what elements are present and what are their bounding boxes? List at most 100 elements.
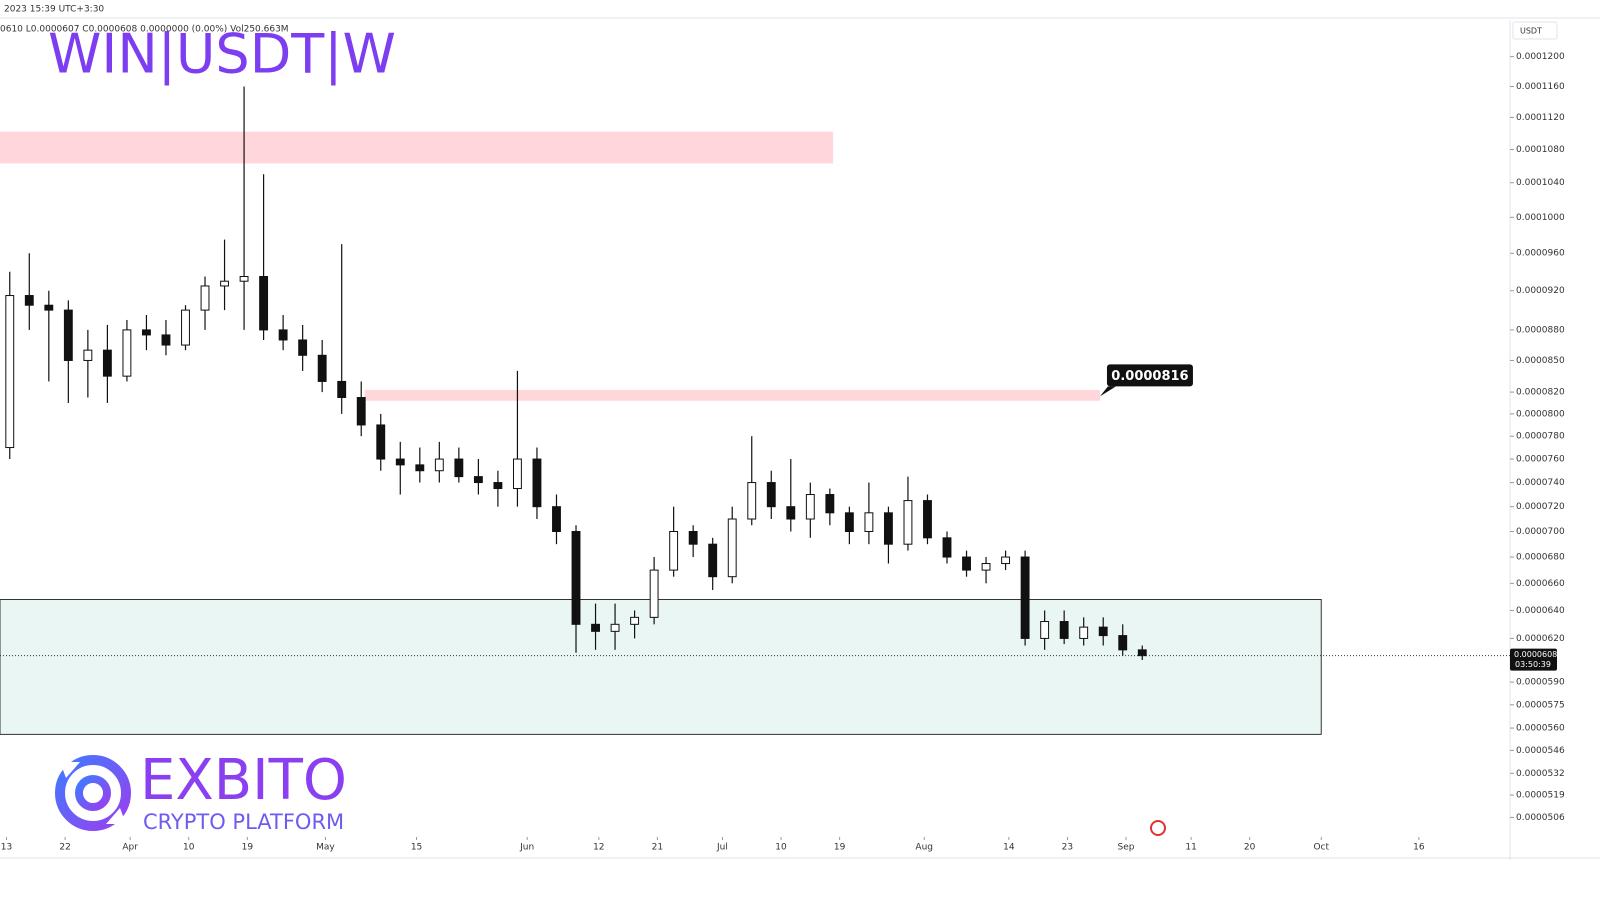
- x-tick-label: Aug: [915, 843, 933, 853]
- candle-body: [395, 458, 405, 466]
- candle-body: [942, 537, 952, 558]
- candle-body: [688, 531, 698, 545]
- zone: [364, 389, 1100, 401]
- last-price-box: [1510, 648, 1557, 671]
- x-tick-label: 10: [183, 843, 195, 853]
- candle-body: [864, 512, 874, 533]
- brand-logo: [55, 755, 131, 831]
- candle-body: [962, 556, 971, 571]
- candle-body: [669, 531, 679, 571]
- candle-body: [883, 512, 893, 545]
- x-tick-label: 22: [59, 843, 70, 853]
- y-tick-label: 0.0000519: [1516, 791, 1565, 801]
- y-tick-label: 0.0000590: [1516, 678, 1565, 688]
- candle-body: [1020, 556, 1030, 639]
- candle-body: [376, 424, 386, 460]
- candle-body: [5, 295, 15, 449]
- x-tick-label: 16: [1413, 843, 1425, 853]
- y-tick-label: 0.0000532: [1516, 769, 1565, 779]
- y-tick-label: 0.0000960: [1516, 249, 1565, 259]
- candle-body: [552, 506, 561, 533]
- candle-body: [747, 482, 757, 520]
- candle-body: [473, 476, 483, 484]
- y-tick-label: 0.0000620: [1516, 634, 1565, 644]
- candle-body: [1059, 621, 1069, 639]
- y-tick-label: 0.0000660: [1516, 579, 1565, 589]
- currency: USDT: [1520, 27, 1542, 36]
- candle-body: [278, 329, 288, 341]
- candle-body: [630, 616, 640, 625]
- brand-tagline: CRYPTO PLATFORM: [143, 810, 344, 834]
- y-tick-label: 0.0001160: [1516, 82, 1565, 92]
- currency-box: [1512, 21, 1558, 40]
- chart-title: WIN|USDT|W: [48, 23, 396, 86]
- y-tick-label: 0.0000740: [1516, 478, 1565, 488]
- y-tick-label: 0.0000546: [1516, 746, 1565, 756]
- x-tick-label: Jul: [716, 843, 728, 853]
- candle-body: [200, 285, 210, 311]
- candle-body: [454, 458, 464, 478]
- candle-body: [512, 458, 522, 490]
- x-tick-label: Apr: [122, 843, 138, 853]
- candle-body: [317, 354, 327, 382]
- y-tick-label: 0.0000760: [1516, 455, 1565, 465]
- candle-body: [298, 339, 308, 356]
- y-tick-label: 0.0000575: [1516, 700, 1565, 710]
- event-flag: [1150, 820, 1166, 836]
- candle-body: [727, 518, 737, 578]
- x-tick-label: 23: [1062, 843, 1073, 853]
- candle-body: [181, 309, 190, 346]
- last-price-label: 0.0000608: [1514, 650, 1557, 659]
- candle-body: [903, 500, 913, 545]
- candle-body: [766, 482, 776, 508]
- callout-label: 0.0000816: [1111, 369, 1188, 384]
- ohlc-readout: 0610 L0.0000607 C0.0000608 0.0000000 (0.…: [0, 25, 289, 35]
- x-tick-label: 19: [834, 843, 846, 853]
- candle-body: [1001, 556, 1011, 565]
- candle-body: [1118, 635, 1128, 651]
- callout-pointer: [1099, 386, 1116, 397]
- candle-body: [981, 563, 991, 571]
- zone: [0, 131, 834, 164]
- candle-body: [63, 309, 73, 361]
- y-tick-label: 0.0000920: [1516, 286, 1565, 296]
- y-tick-label: 0.0001040: [1516, 178, 1565, 188]
- logo-ring: [55, 755, 131, 831]
- x-tick-label: 11: [1185, 843, 1196, 853]
- candle-body: [220, 280, 229, 287]
- y-tick-label: 0.0000700: [1516, 527, 1565, 537]
- candle-body: [1079, 626, 1089, 639]
- x-tick-label: 19: [242, 843, 254, 853]
- x-tick-label: Jun: [519, 843, 534, 853]
- callout-box: [1106, 364, 1193, 387]
- countdown: 03:50:39: [1515, 660, 1551, 669]
- y-tick-label: 0.0000820: [1516, 388, 1565, 398]
- candle-body: [1040, 621, 1050, 639]
- candle-body: [591, 623, 600, 632]
- candle-body: [356, 397, 366, 426]
- candle-body: [493, 482, 503, 490]
- candle-body: [805, 494, 815, 520]
- x-tick-label: Sep: [1118, 843, 1135, 853]
- zone: [0, 599, 1322, 735]
- logo-cut: [60, 762, 126, 824]
- y-tick-label: 0.0000720: [1516, 502, 1565, 512]
- y-tick-label: 0.0001000: [1516, 213, 1565, 223]
- candle-body: [434, 458, 444, 472]
- candle-body: [44, 304, 54, 311]
- y-tick-label: 0.0000880: [1516, 325, 1565, 335]
- y-tick-label: 0.0000850: [1516, 356, 1565, 366]
- header-date: 2023 15:39 UTC+3:30: [4, 5, 104, 15]
- candle-body: [610, 623, 620, 632]
- candle-body: [1137, 649, 1147, 657]
- candle-body: [923, 500, 932, 539]
- logo-core: [75, 775, 111, 811]
- candle-body: [649, 569, 659, 618]
- y-tick-label: 0.0000506: [1516, 813, 1565, 823]
- candle-body: [142, 329, 151, 336]
- y-tick-label: 0.0000560: [1516, 724, 1565, 734]
- candle-body: [83, 349, 93, 361]
- candle-body: [532, 458, 542, 508]
- brand-name: EXBITO: [140, 748, 347, 813]
